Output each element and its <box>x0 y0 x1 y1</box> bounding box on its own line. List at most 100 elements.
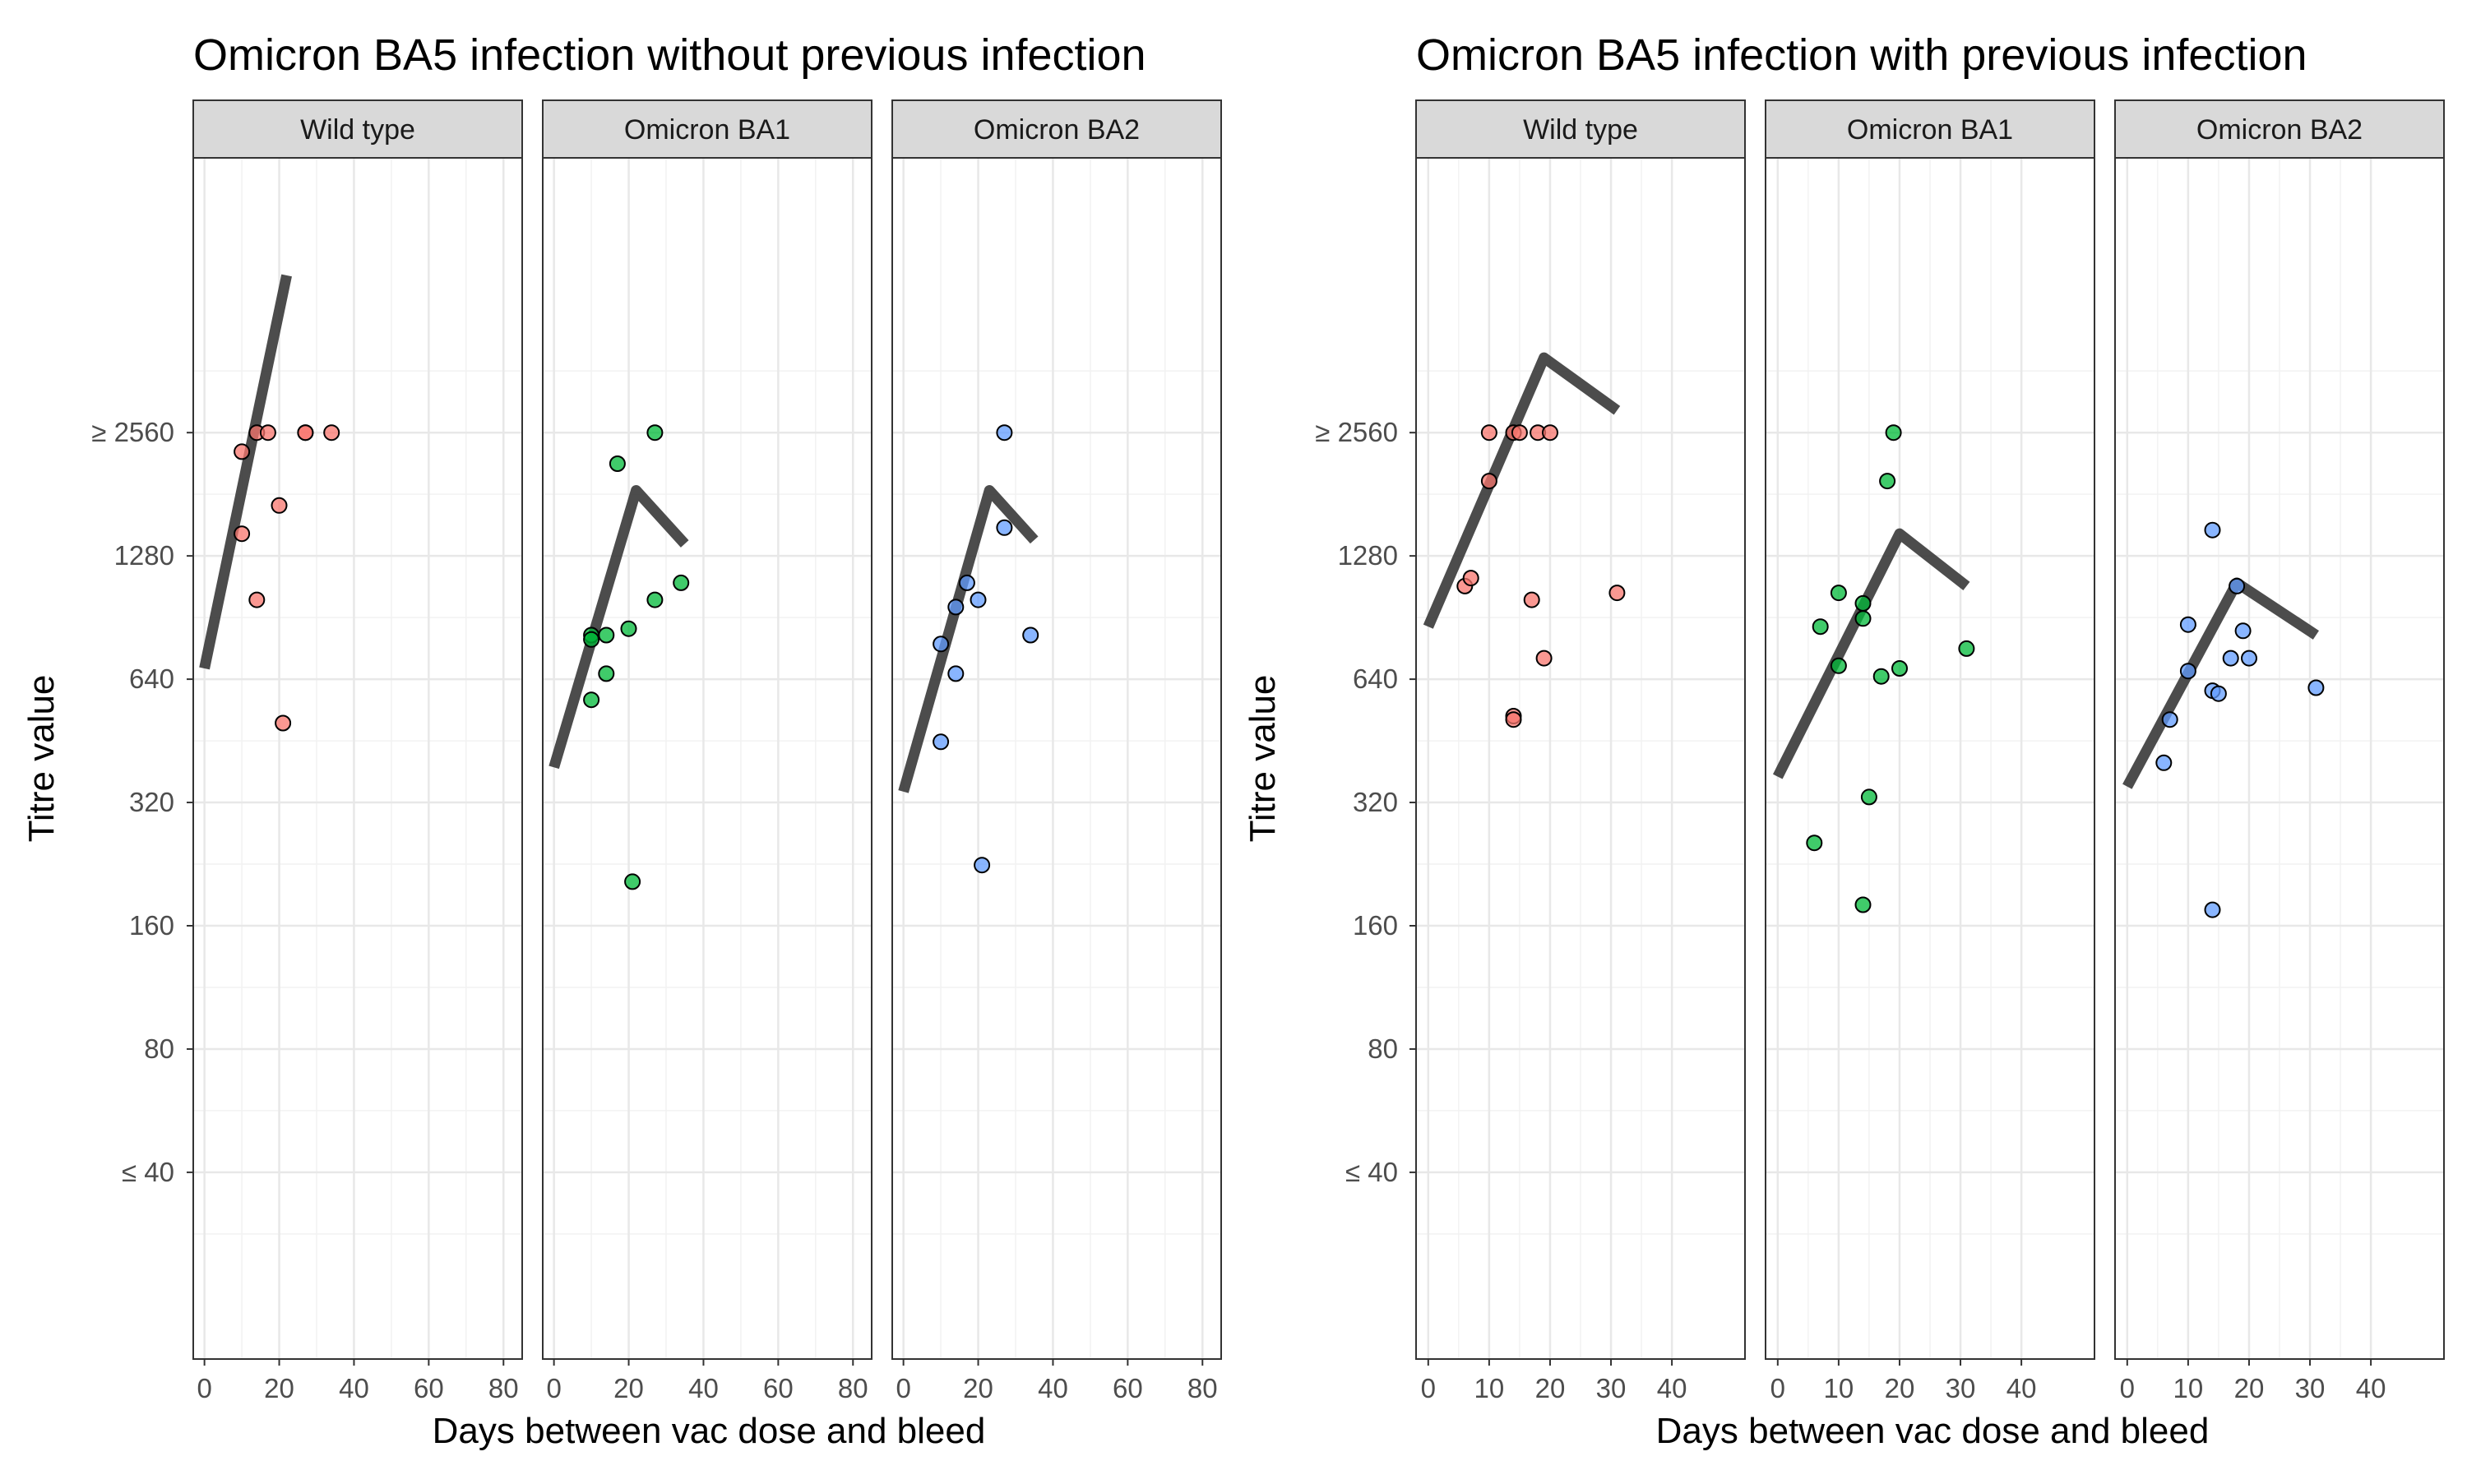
x-axis-title: Days between vac dose and bleed <box>1656 1411 2210 1451</box>
data-point <box>996 424 1013 442</box>
facet-panel-2: Omicron BA1 0 20 40 60 80 <box>542 99 872 1403</box>
data-point <box>947 665 965 682</box>
panel-border <box>1765 157 2095 1360</box>
x-tick-label: 0 <box>1421 1373 1436 1403</box>
x-tick-label: 20 <box>2234 1373 2265 1403</box>
x-tick-label: 10 <box>1474 1373 1505 1403</box>
fit-line <box>199 274 292 670</box>
data-point <box>323 424 340 442</box>
x-tick-label: 40 <box>1038 1373 1068 1403</box>
y-tick-label: 320 <box>129 787 174 817</box>
chart-title: Omicron BA5 infection without previous i… <box>193 30 1146 80</box>
x-tick-label: 30 <box>1596 1373 1627 1403</box>
x-tick-label: 40 <box>339 1373 369 1403</box>
data-point <box>1480 424 1497 442</box>
facet-strip-label: Omicron BA2 <box>2196 114 2363 146</box>
facet-strip <box>2114 99 2445 159</box>
facet-panel-1: Wild type 0 10 20 30 40 <box>1415 99 1746 1403</box>
facet-strip-label: Wild type <box>1523 114 1638 146</box>
fit-line <box>898 485 1039 793</box>
x-tick-label: 0 <box>546 1373 561 1403</box>
x-tick-label: 30 <box>2295 1373 2326 1403</box>
x-tick-label: 60 <box>1113 1373 1143 1403</box>
data-point <box>1854 594 1872 612</box>
x-tick-label: 80 <box>838 1373 868 1403</box>
chart-title: Omicron BA5 infection with previous infe… <box>1416 30 2307 80</box>
panel-border <box>1415 157 1746 1360</box>
data-point <box>1542 424 1558 442</box>
fit-line <box>548 485 689 770</box>
y-tick-label: ≤ 40 <box>122 1157 174 1187</box>
data-point <box>2234 622 2252 640</box>
panel-border <box>192 157 523 1360</box>
x-tick-label: 20 <box>1535 1373 1566 1403</box>
data-point <box>996 519 1013 536</box>
data-point <box>2229 577 2246 594</box>
data-point <box>1860 788 1877 806</box>
data-point <box>2210 685 2227 702</box>
facet-strip-label: Omicron BA1 <box>1847 114 2013 146</box>
data-point <box>1830 657 1847 674</box>
data-point <box>583 631 600 648</box>
x-tick-label: 10 <box>2173 1373 2204 1403</box>
x-axis-title: Days between vac dose and bleed <box>433 1411 986 1451</box>
data-point <box>2155 754 2173 771</box>
chart-group-1: Omicron BA5 infection without previous i… <box>21 30 1222 1451</box>
data-point <box>1511 424 1528 442</box>
facet-panel-1: Wild type 0 20 40 60 80 <box>192 99 523 1403</box>
data-point <box>933 636 950 653</box>
data-point <box>1879 473 1896 490</box>
data-point <box>646 591 664 608</box>
facet-panel-2: Omicron BA1 0 10 20 30 40 <box>1765 99 2095 1403</box>
data-point <box>958 574 975 591</box>
fit-line <box>1423 352 1621 629</box>
y-tick-label: ≥ 2560 <box>1315 417 1398 447</box>
data-point <box>646 424 664 442</box>
data-point <box>297 424 314 442</box>
x-tick-label: 40 <box>1657 1373 1687 1403</box>
y-tick-label: 640 <box>129 663 174 694</box>
y-tick-label: 160 <box>1353 910 1398 941</box>
data-point <box>1022 626 1039 644</box>
y-tick-label: 1280 <box>114 540 174 571</box>
data-point <box>1812 618 1829 636</box>
data-point <box>234 443 251 460</box>
y-tick-label: 1280 <box>1338 540 1398 571</box>
facet-strip <box>192 99 523 159</box>
data-point <box>234 525 251 543</box>
data-point <box>2179 663 2196 680</box>
data-point <box>248 591 266 608</box>
y-tick-label: 80 <box>144 1033 174 1064</box>
x-tick-label: 20 <box>1885 1373 1915 1403</box>
data-point <box>598 665 615 682</box>
y-axis-title: Titre value <box>21 675 62 843</box>
x-tick-label: 10 <box>1824 1373 1854 1403</box>
facet-panel-3: Omicron BA2 0 10 20 30 40 <box>2114 99 2445 1403</box>
facet-strip <box>1765 99 2095 159</box>
panel-background <box>892 158 1221 1359</box>
data-point <box>933 733 950 751</box>
facet-strip-label: Omicron BA2 <box>974 114 1140 146</box>
y-tick-label: 80 <box>1368 1033 1398 1064</box>
data-point <box>1523 591 1540 608</box>
y-tick-label: ≥ 2560 <box>91 417 174 447</box>
x-tick-label: 20 <box>613 1373 644 1403</box>
data-point <box>974 857 991 874</box>
facet-strip-label: Wild type <box>300 114 415 146</box>
panel-border <box>891 157 1222 1360</box>
data-point <box>583 691 600 709</box>
data-point <box>1462 570 1479 587</box>
data-point <box>271 497 288 514</box>
panel-border <box>2114 157 2445 1360</box>
data-point <box>2204 521 2221 539</box>
panel-border <box>542 157 872 1360</box>
y-tick-label: 640 <box>1353 663 1398 694</box>
x-tick-label: 0 <box>896 1373 910 1403</box>
data-point <box>1872 668 1890 685</box>
x-tick-label: 60 <box>763 1373 794 1403</box>
data-point <box>259 424 276 442</box>
data-point <box>1854 896 1872 913</box>
data-point <box>1830 585 1847 602</box>
x-tick-label: 0 <box>197 1373 211 1403</box>
data-point <box>2222 650 2239 667</box>
